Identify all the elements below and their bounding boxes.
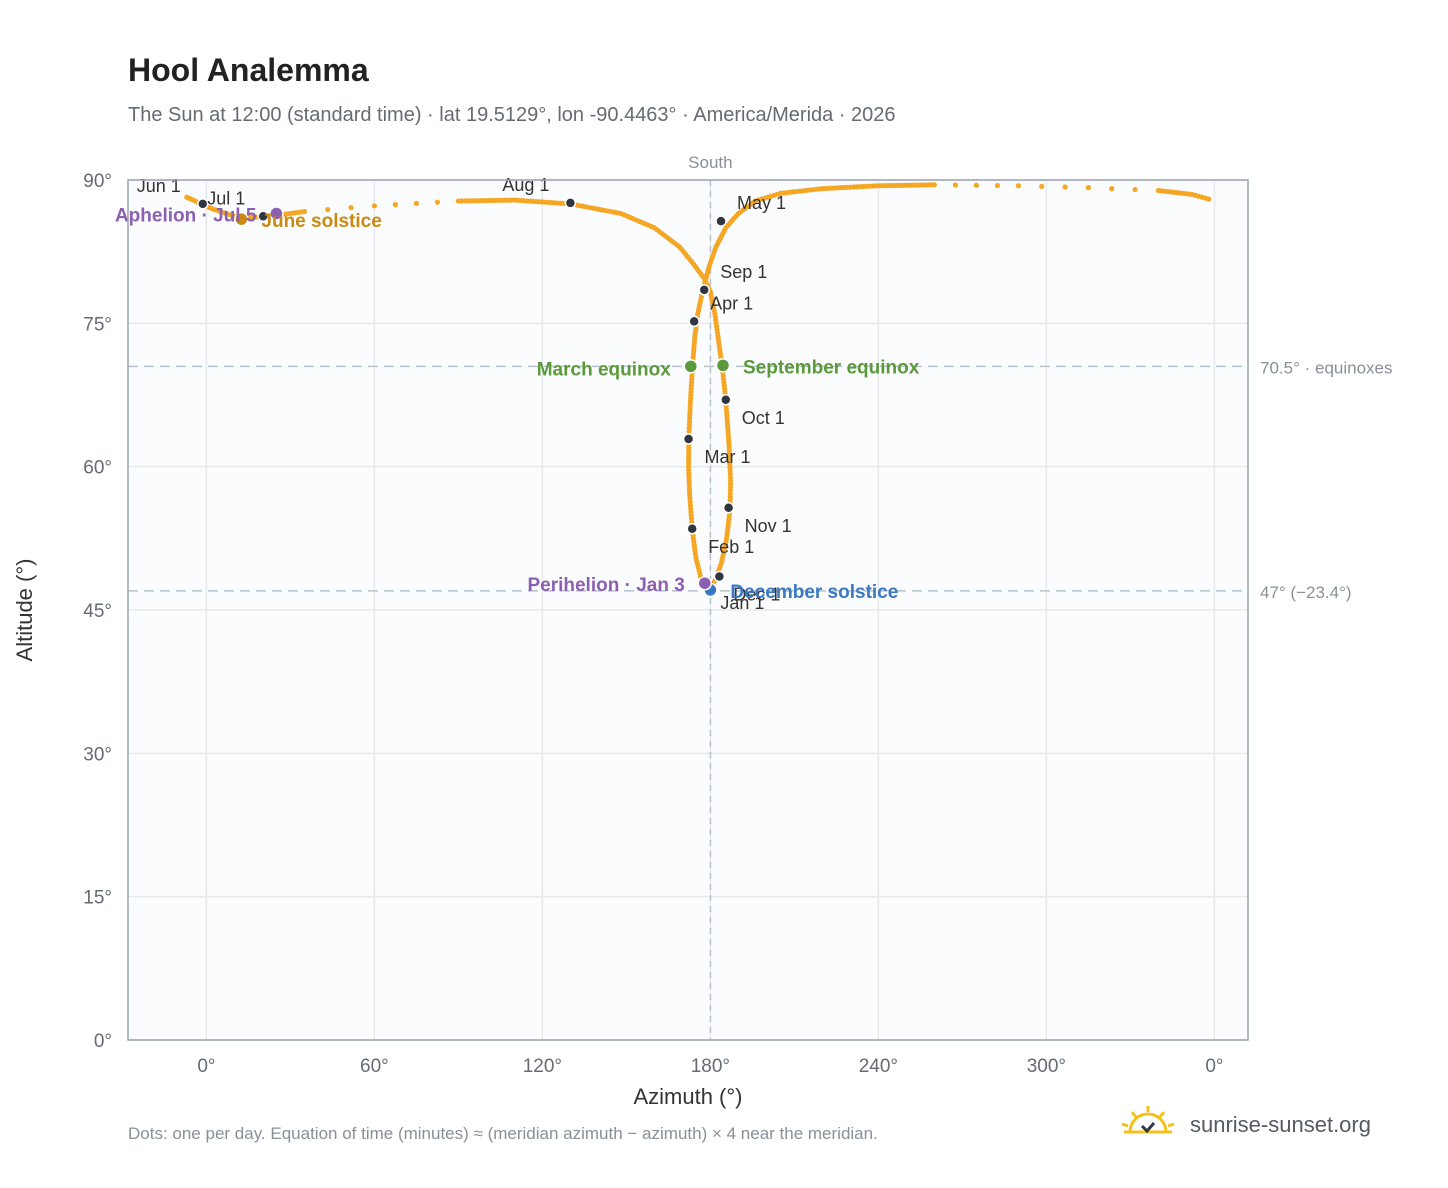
x-tick-label: 0° <box>1205 1056 1223 1077</box>
y-tick-label: 30° <box>83 744 112 765</box>
month-marker <box>257 210 269 223</box>
daily-sun-dot <box>371 203 377 209</box>
reference-line-label: 70.5° · equinoxes <box>1260 358 1393 377</box>
x-tick-label: 300° <box>1027 1056 1066 1077</box>
daily-sun-dot <box>392 202 398 208</box>
daily-sun-dot <box>1109 186 1115 192</box>
sun-logo-icon <box>1121 1106 1175 1134</box>
month-marker <box>720 394 732 406</box>
meridian-label: South <box>688 153 732 172</box>
month-label: Apr 1 <box>710 293 753 313</box>
brand-name[interactable]: sunrise-sunset.org <box>1190 1112 1371 1137</box>
month-label: Jul 1 <box>207 188 245 208</box>
daily-sun-dot <box>413 200 419 207</box>
event-label: Aphelion · Jul 5 <box>115 205 257 226</box>
daily-sun-dot <box>1206 196 1212 202</box>
event-marker <box>715 358 731 373</box>
x-tick-label: 0° <box>197 1056 215 1077</box>
event-marker <box>697 575 713 591</box>
event-marker <box>234 211 249 227</box>
daily-sun-dot <box>1062 184 1068 190</box>
y-tick-label: 75° <box>83 314 112 335</box>
reference-line-label: 47° (−23.4°) <box>1260 583 1352 602</box>
event-label: Perihelion · Jan 3 <box>527 575 684 596</box>
daily-sun-dot <box>348 205 354 211</box>
month-label: May 1 <box>737 193 786 213</box>
month-label: Sep 1 <box>720 262 767 282</box>
chart-subtitle: The Sun at 12:00 (standard time) · lat 1… <box>128 104 896 126</box>
month-label: Aug 1 <box>502 175 549 195</box>
y-tick-label: 0° <box>94 1031 112 1052</box>
month-marker <box>686 523 698 535</box>
footnote: Dots: one per day. Equation of time (min… <box>128 1124 878 1143</box>
month-label: Oct 1 <box>742 408 785 428</box>
daily-sun-dot <box>1039 183 1045 189</box>
y-tick-label: 60° <box>83 458 112 479</box>
event-marker <box>683 359 699 374</box>
month-marker <box>197 198 209 210</box>
month-marker <box>564 197 577 209</box>
month-label: Nov 1 <box>745 516 792 536</box>
month-label: Jan 1 <box>720 593 764 613</box>
x-axis-label: Azimuth (°) <box>633 1084 742 1109</box>
month-marker <box>688 315 700 328</box>
month-label: Jun 1 <box>137 176 181 196</box>
daily-sun-dot <box>301 208 307 215</box>
daily-sun-dot <box>931 182 938 188</box>
y-tick-label: 15° <box>83 888 112 909</box>
x-tick-label: 180° <box>691 1056 730 1077</box>
month-marker <box>713 570 726 583</box>
x-tick-label: 120° <box>523 1056 562 1077</box>
month-label: Feb 1 <box>708 537 754 557</box>
daily-sun-dot <box>1015 183 1022 189</box>
month-label: Mar 1 <box>705 447 751 467</box>
y-tick-label: 90° <box>83 171 112 192</box>
daily-sun-dot <box>434 199 440 205</box>
month-marker <box>722 502 735 514</box>
event-marker <box>269 206 284 221</box>
daily-sun-dot <box>973 182 980 188</box>
month-marker <box>698 284 710 296</box>
event-label: March equinox <box>537 359 672 380</box>
daily-sun-dot <box>325 207 331 213</box>
x-tick-label: 240° <box>859 1056 898 1077</box>
daily-sun-dot <box>952 182 959 188</box>
x-tick-label: 60° <box>360 1056 389 1077</box>
month-label: Dec 1 <box>733 585 780 605</box>
month-marker <box>715 215 727 227</box>
month-marker <box>682 433 695 445</box>
chart-title: Hool Analemma <box>128 52 369 88</box>
daily-sun-dot <box>1132 186 1138 193</box>
plot-frame <box>127 179 1249 1041</box>
daily-sun-dot <box>1085 185 1091 191</box>
event-label: September equinox <box>743 357 920 378</box>
brand[interactable]: sunrise-sunset.org <box>1120 1104 1400 1144</box>
daily-sun-dot <box>994 182 1001 189</box>
event-label: June solstice <box>261 211 381 232</box>
y-tick-label: 45° <box>83 601 112 622</box>
event-label: December solstice <box>730 582 898 603</box>
y-axis-label: Altitude (°) <box>12 559 37 662</box>
